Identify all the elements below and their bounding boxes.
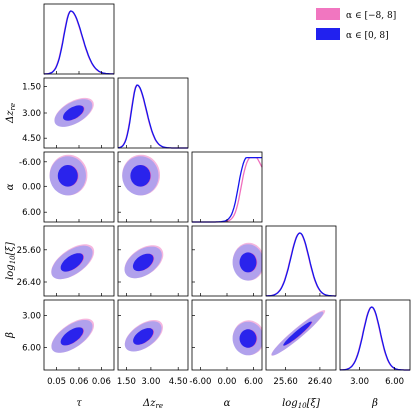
x-tick-label-tau: 0.05 [47,377,66,387]
legend-label-1: α ∈ [0, 8] [346,31,389,41]
x-tick-label-dz: 3.00 [141,377,160,387]
legend-swatch-1 [316,28,340,40]
x-tick-label-logxi: 25.60 [273,377,297,387]
y-tick-label-dz: 1.50 [22,82,41,92]
x-tick-label-dz: 1.50 [117,377,136,387]
x-axis-label-alpha: α [224,398,231,409]
panel-frame [265,299,337,371]
legend: α ∈ [−8, 8] α ∈ [0, 8] [316,8,396,41]
panel-frame [117,151,189,223]
marginal-curve-dz-series-0 [117,84,188,149]
panel-frame [265,225,337,297]
panel-beta-beta [339,299,411,371]
panel-logxi-logxi [265,225,337,297]
y-axis-label-beta: β [5,332,16,339]
y-tick-label-logxi: 25.60 [17,246,41,256]
y-axis-label-logxi: log10[ξ] [5,242,17,280]
x-axis-label-logxi: log10[ξ] [282,398,320,410]
x-tick-label-logxi: 26.40 [308,377,332,387]
marginal-curve-dz-series-1 [117,84,188,149]
x-tick-label-beta: 6.00 [385,377,404,387]
x-axis-label-tau: τ [76,398,82,409]
panel-frame [117,77,189,149]
marginal-curve-logxi-series-1 [266,232,336,297]
marginal-curve-alpha-series-1 [192,156,262,223]
panel-logxi-beta [265,299,337,371]
panel-alpha-alpha [191,151,263,223]
y-tick-label-logxi: 26.40 [17,278,41,288]
x-tick-label-tau: 0.06 [70,377,89,387]
panel-tau-alpha [43,151,115,223]
contour-68-logxi-beta-series-1 [283,321,312,346]
x-tick-label-alpha: 6.00 [244,377,263,387]
y-tick-label-beta: 6.00 [22,344,41,354]
y-axis-label-dz: Δzre [5,103,17,124]
panel-frame [191,151,263,223]
y-tick-label-dz: 4.50 [22,134,41,144]
x-tick-label-alpha: 0.00 [218,377,237,387]
y-axis-label-alpha: α [5,183,16,190]
contour-68-dz-logxi-series-1 [132,253,154,272]
panel-alpha-logxi [191,225,263,297]
contour-68-tau-beta-series-1 [60,327,84,346]
panel-dz-logxi [117,225,189,297]
x-tick-label-alpha: -6.00 [189,377,211,387]
panel-frame [43,3,115,75]
marginal-curve-tau-series-1 [43,10,115,75]
panel-tau-dz [43,77,115,149]
panel-frame [117,299,189,371]
y-tick-label-alpha: -6.00 [19,158,41,168]
marginal-curve-beta-series-1 [339,306,410,371]
x-axis-label-beta: β [371,398,378,409]
panel-dz-alpha [117,151,189,223]
panel-frame [339,299,411,371]
x-tick-label-tau: 0.06 [92,377,111,387]
marginal-curve-beta-series-0 [340,306,410,371]
contour-68-tau-logxi-series-1 [60,253,84,272]
panel-tau-beta [43,299,115,371]
y-tick-label-alpha: 6.00 [22,208,41,218]
marginal-curve-logxi-series-0 [266,232,336,297]
panel-frame [117,225,189,297]
panel-alpha-beta [191,299,263,371]
contour-68-dz-alpha-series-1 [130,165,151,187]
marginal-curve-alpha-series-0 [192,156,263,223]
panel-dz-dz [117,77,189,149]
marginal-curve-tau-series-0 [43,10,115,75]
contour-68-alpha-logxi-series-1 [239,252,257,273]
x-tick-label-dz: 4.50 [169,377,188,387]
contour-68-dz-beta-series-1 [133,328,154,345]
panel-tau-tau [43,3,115,75]
panel-tau-logxi [43,225,115,297]
legend-swatch-0 [316,8,340,20]
y-tick-label-beta: 3.00 [22,311,41,321]
legend-label-0: α ∈ [−8, 8] [346,11,396,21]
panel-dz-beta [117,299,189,371]
contour-68-tau-dz-series-1 [63,105,84,121]
y-tick-label-dz: 3.00 [22,109,41,119]
x-axis-label-dz: Δzre [142,398,163,410]
x-tick-label-beta: 3.00 [350,377,369,387]
contour-68-alpha-beta-series-1 [239,329,257,348]
y-tick-label-alpha: 0.00 [22,182,41,192]
contour-68-tau-alpha-series-1 [57,165,78,187]
